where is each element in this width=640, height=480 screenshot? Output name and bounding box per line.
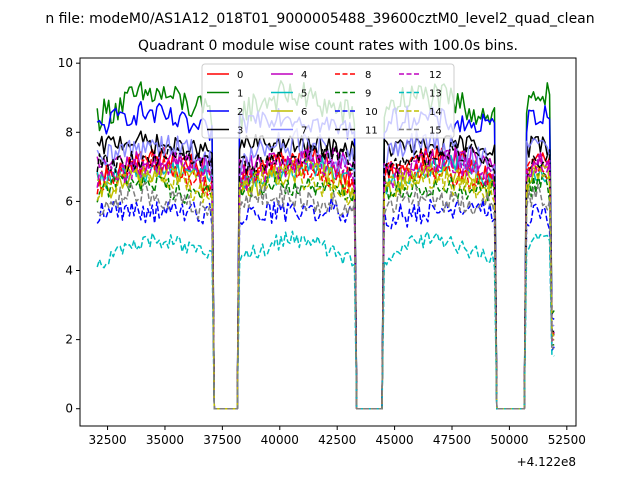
x-tick-label: 35000 (146, 433, 184, 447)
series-12-line (96, 149, 555, 410)
legend-label: 0 (237, 70, 243, 81)
legend-label: 10 (365, 107, 378, 118)
y-tick-label: 0 (65, 402, 73, 416)
x-tick-label: 37500 (203, 433, 241, 447)
x-tick-label: 50000 (490, 433, 528, 447)
series-11-line (96, 141, 555, 410)
x-offset-label: +4.122e8 (517, 455, 576, 469)
figure-suptitle: n file: modeM0/AS1A12_018T01_9000005488_… (45, 11, 594, 27)
legend-label: 4 (301, 70, 307, 81)
legend-label: 11 (365, 126, 378, 137)
chart-title: Quadrant 0 module wise count rates with … (138, 38, 518, 54)
legend-label: 2 (237, 107, 243, 118)
legend-label: 1 (237, 89, 243, 100)
legend-label: 5 (301, 89, 307, 100)
legend-label: 3 (237, 126, 243, 137)
x-tick-label: 42500 (318, 433, 356, 447)
y-tick-label: 4 (65, 264, 73, 278)
series-10-line (96, 197, 555, 410)
legend-label: 8 (365, 70, 371, 81)
legend-label: 9 (365, 89, 371, 100)
series-13-line (96, 230, 555, 410)
x-tick-label: 52500 (548, 433, 586, 447)
y-axis-ticks: 0 2 4 6 8 10 (58, 56, 80, 416)
legend-label: 14 (429, 107, 442, 118)
series-15-line (96, 181, 555, 410)
x-tick-label: 32500 (88, 433, 126, 447)
series-7-line (96, 128, 555, 410)
series-9-line (96, 171, 555, 410)
series-8-line (96, 152, 555, 410)
legend-label: 12 (429, 70, 442, 81)
x-tick-label: 47500 (433, 433, 471, 447)
legend-label: 15 (429, 126, 442, 137)
series-14-line (96, 163, 555, 410)
legend-label: 13 (429, 89, 442, 100)
legend-label: 7 (301, 126, 307, 137)
legend-label: 6 (301, 107, 307, 118)
x-tick-label: 40000 (261, 433, 299, 447)
x-axis-ticks: 32500 35000 37500 40000 42500 45000 47500 50000… (88, 426, 586, 447)
y-tick-label: 6 (65, 194, 73, 208)
y-tick-label: 2 (65, 333, 73, 347)
x-tick-label: 45000 (375, 433, 413, 447)
y-tick-label: 8 (65, 125, 73, 139)
axes-frame (79, 57, 577, 427)
y-tick-label: 10 (58, 56, 73, 70)
plot-lines (96, 80, 555, 410)
legend-box (201, 63, 455, 139)
